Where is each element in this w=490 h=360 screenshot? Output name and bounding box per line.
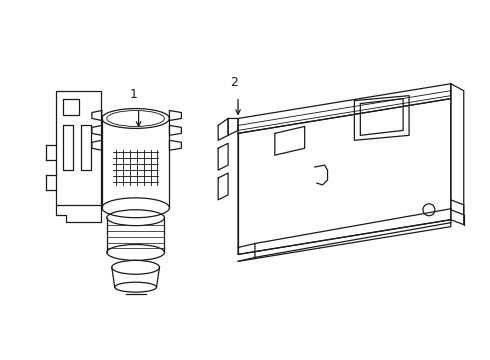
Text: 1: 1 [130,87,138,100]
Text: 2: 2 [230,76,238,89]
